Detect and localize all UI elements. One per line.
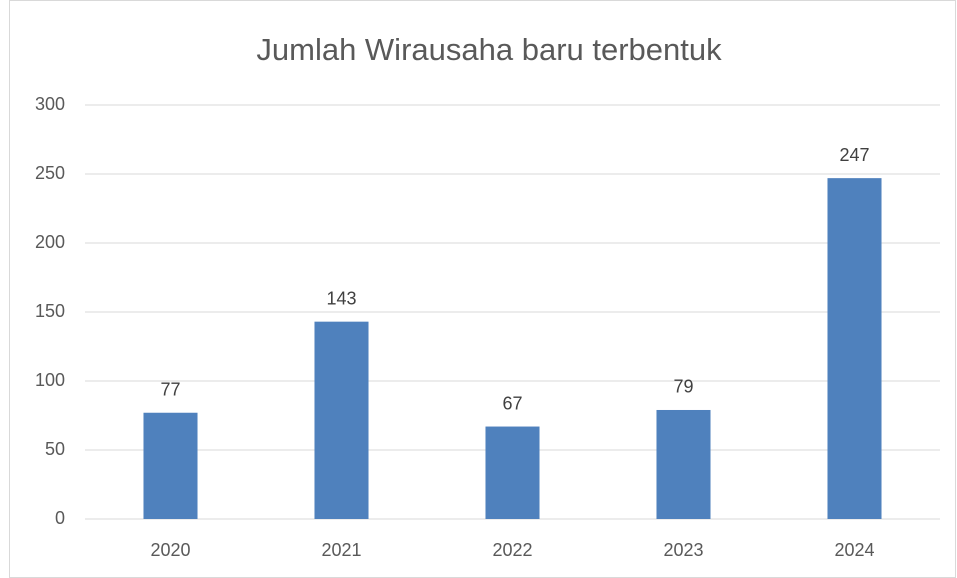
y-tick-label: 100 <box>35 370 65 390</box>
bar <box>827 178 882 519</box>
bar <box>485 426 540 519</box>
y-tick-label: 300 <box>35 94 65 114</box>
bar <box>314 321 369 519</box>
chart-title: Jumlah Wirausaha baru terbentuk <box>256 32 722 67</box>
data-label: 247 <box>839 145 869 165</box>
x-tick-label: 2023 <box>663 540 703 560</box>
y-tick-label: 150 <box>35 301 65 321</box>
y-tick-label: 0 <box>55 508 65 528</box>
data-label: 143 <box>326 288 356 308</box>
y-tick-label: 200 <box>35 232 65 252</box>
bar <box>143 412 198 519</box>
x-tick-label: 2022 <box>492 540 532 560</box>
bar <box>656 409 711 519</box>
y-tick-label: 250 <box>35 163 65 183</box>
data-label: 77 <box>160 379 180 399</box>
x-tick-label: 2020 <box>150 540 190 560</box>
x-tick-label: 2021 <box>321 540 361 560</box>
data-label: 67 <box>502 393 522 413</box>
x-tick-label: 2024 <box>834 540 874 560</box>
y-tick-label: 50 <box>45 439 65 459</box>
data-label: 79 <box>673 377 693 397</box>
